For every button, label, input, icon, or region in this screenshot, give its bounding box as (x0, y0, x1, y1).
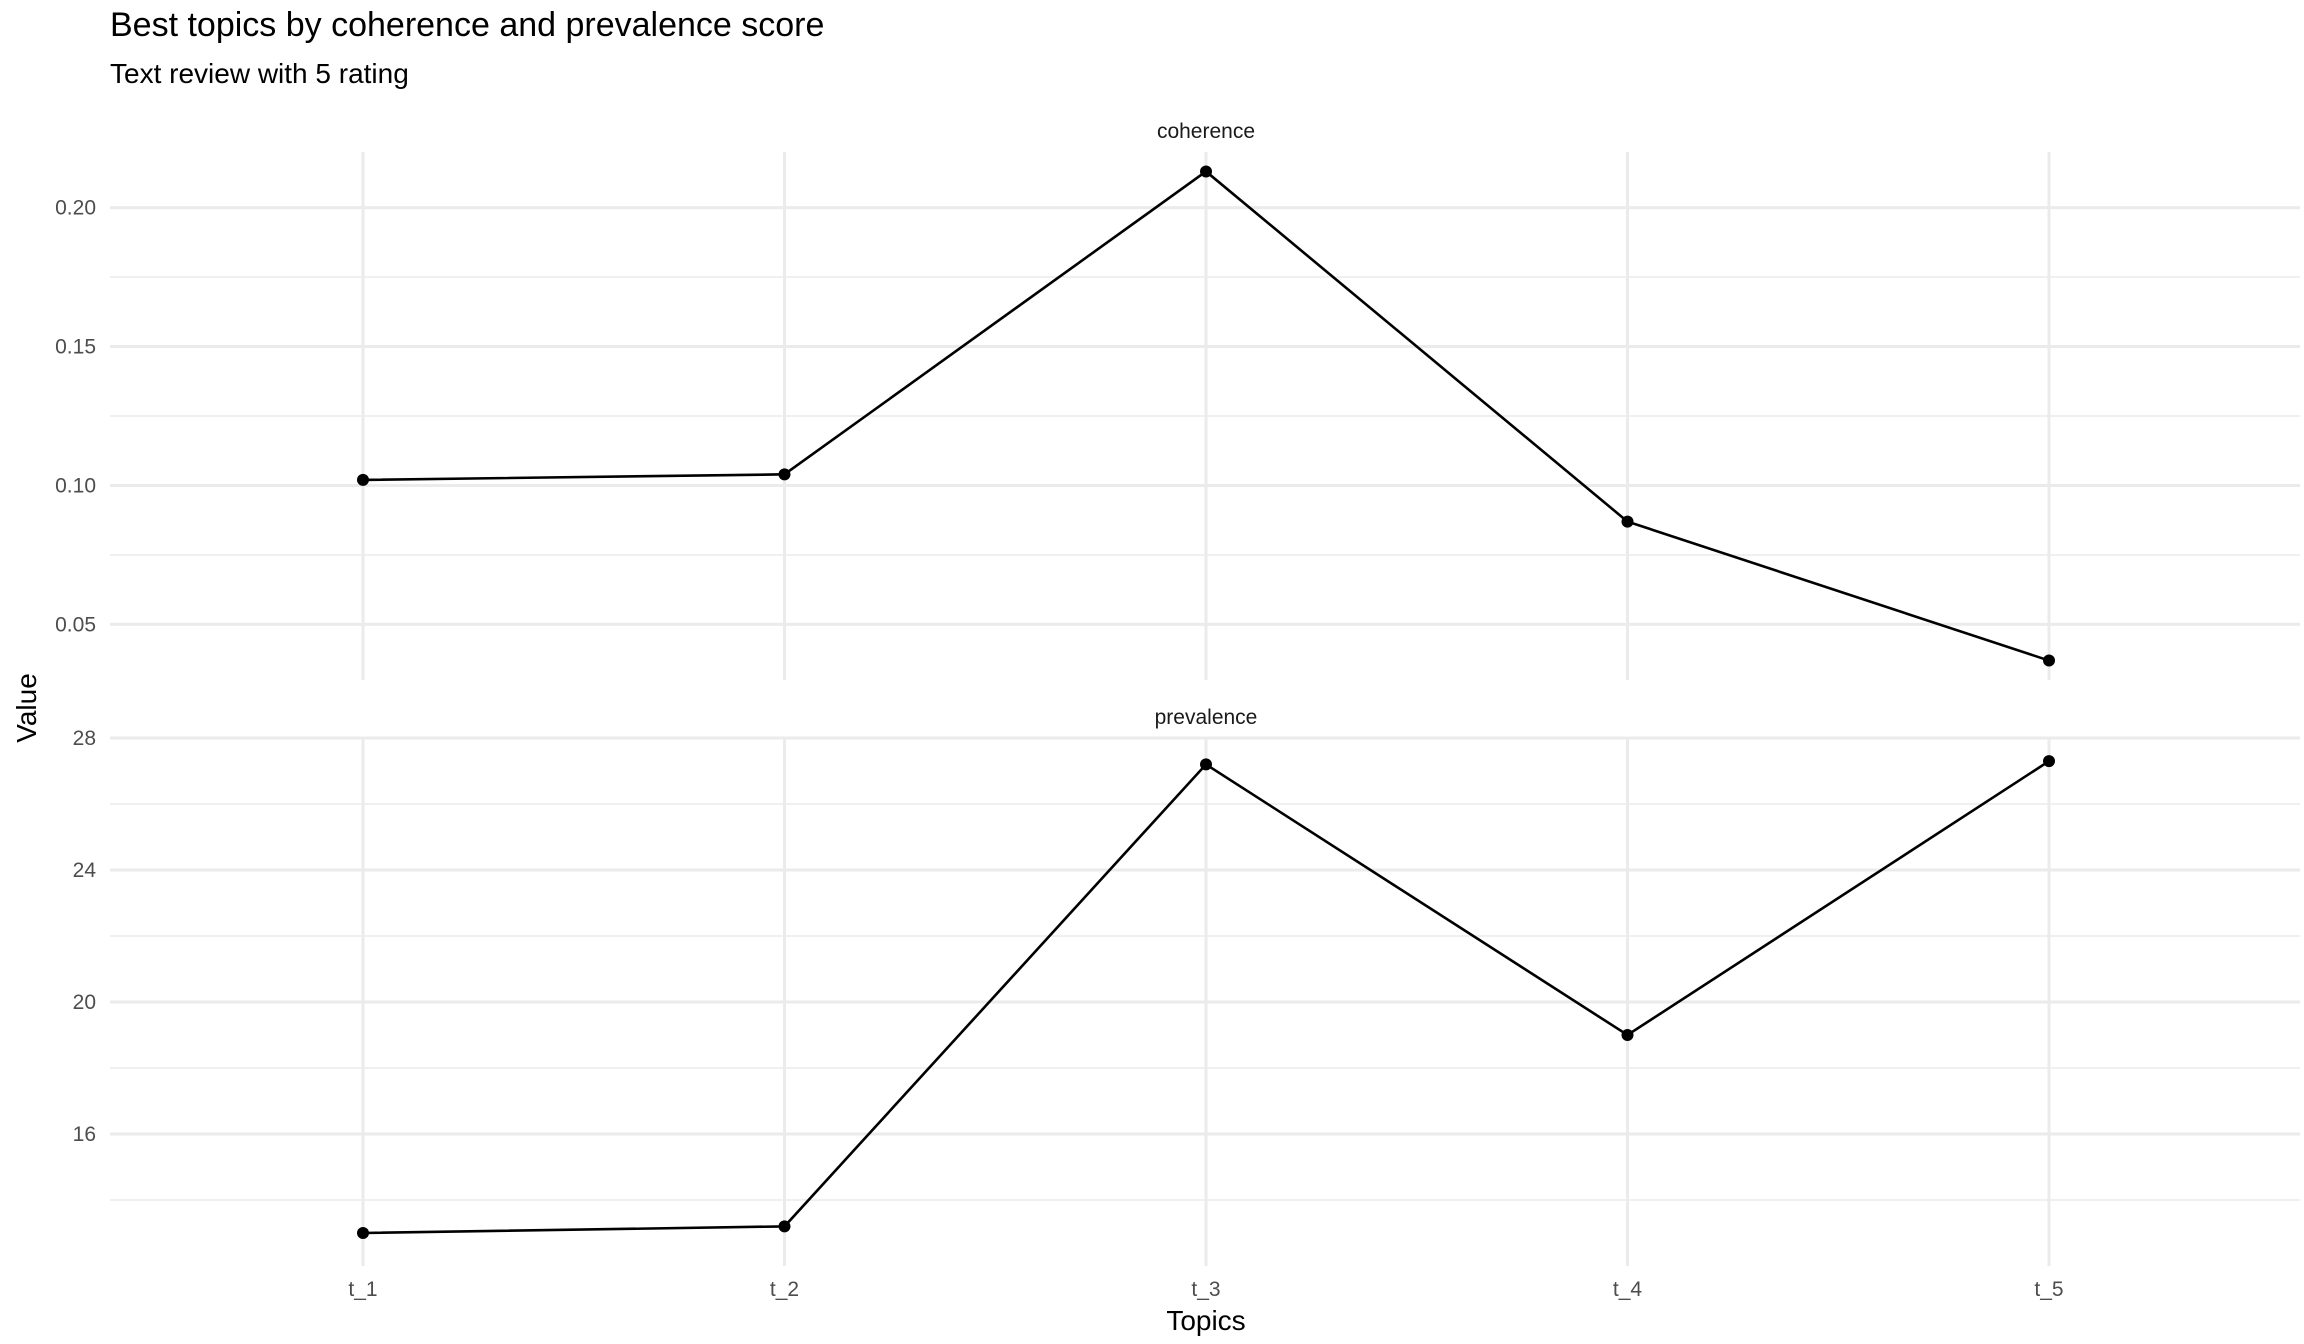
chart-subtitle: Text review with 5 rating (110, 58, 409, 89)
data-point (357, 1227, 369, 1239)
facet-panel-prevalence: 16 20 24 28 prevalence (73, 706, 2300, 1266)
x-tick-label: t_4 (1613, 1278, 1643, 1301)
y-axis-title: Value (11, 673, 42, 743)
data-point (2043, 654, 2055, 667)
data-point (1621, 1029, 1634, 1041)
y-tick-label: 0.10 (55, 474, 96, 497)
x-axis-ticks: t_1 t_2 t_3 t_4 t_5 (348, 1278, 2063, 1301)
y-tick-label: 0.05 (55, 613, 96, 636)
y-tick-label: 16 (73, 1123, 96, 1146)
facet-strip-label: coherence (1157, 120, 1255, 143)
data-point (778, 468, 791, 481)
x-axis-title: Topics (1166, 1305, 1245, 1336)
facet-strip-label: prevalence (1155, 706, 1258, 729)
y-tick-label: 20 (73, 991, 96, 1014)
facet-panel-coherence: 0.05 0.10 0.15 0.20 coherence (55, 120, 2300, 680)
y-tick-label: 28 (73, 727, 96, 750)
x-tick-label: t_1 (348, 1278, 377, 1301)
data-point (1200, 165, 1212, 178)
x-tick-label: t_2 (770, 1278, 799, 1301)
y-tick-label: 0.20 (55, 197, 96, 220)
x-tick-label: t_5 (2034, 1278, 2063, 1301)
data-point (778, 1220, 791, 1233)
data-point (1200, 758, 1212, 771)
data-point (2043, 755, 2055, 768)
y-tick-label: 24 (73, 859, 97, 882)
data-point (1621, 515, 1634, 528)
data-point (357, 473, 369, 486)
y-tick-label: 0.15 (55, 336, 96, 359)
x-tick-label: t_3 (1191, 1278, 1220, 1301)
chart-title: Best topics by coherence and prevalence … (110, 6, 825, 44)
